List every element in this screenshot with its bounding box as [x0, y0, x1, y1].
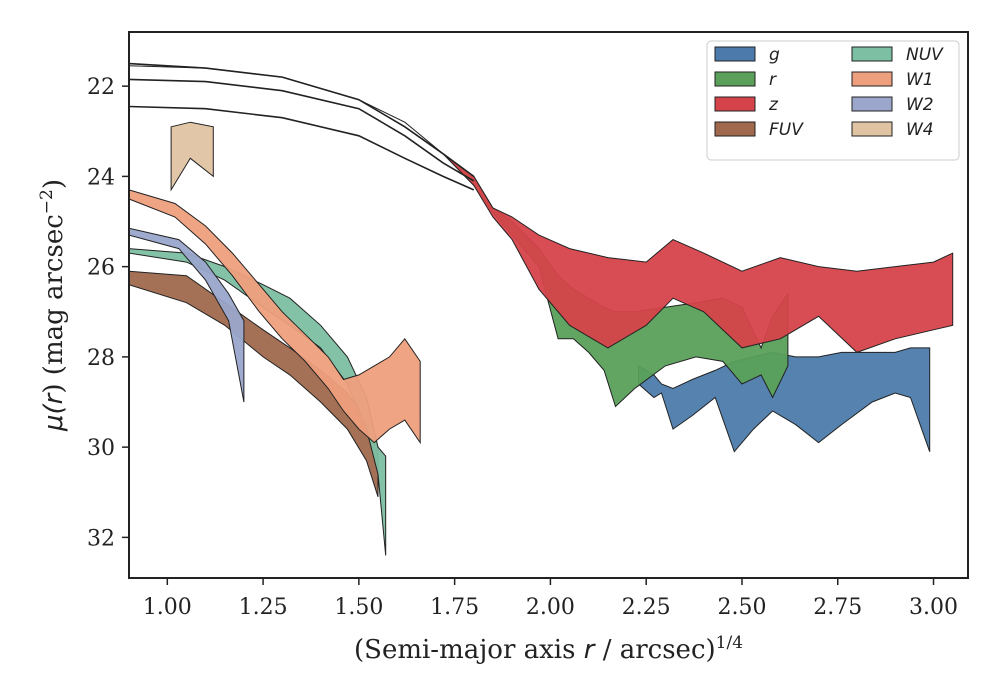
band-w1	[128, 189, 421, 445]
y-tick-label: 30	[87, 436, 115, 461]
y-tick-label: 28	[87, 346, 115, 371]
x-tick-label: 3.00	[909, 595, 958, 620]
y-axis-label: μ(r) (mag arcsec−2)	[37, 179, 69, 432]
legend-label-z: z	[768, 95, 779, 115]
legend-label-nuv: NUV	[906, 45, 944, 65]
x-tick-label: 2.50	[717, 595, 766, 620]
y-tick-label: 22	[87, 75, 115, 100]
legend-box	[706, 40, 960, 161]
legend-label-fuv: FUV	[769, 120, 804, 140]
band-w4	[170, 121, 214, 192]
legend-label-w2: W2	[906, 95, 934, 115]
legend-swatch-w1	[851, 71, 893, 87]
legend-swatch-g	[714, 46, 756, 62]
x-tick-label: 2.75	[813, 595, 862, 620]
legend-label-g: g	[769, 45, 780, 65]
legend-swatch-r	[714, 71, 756, 87]
bands-layer	[128, 63, 954, 556]
legend-swatch-fuv	[714, 121, 756, 137]
y-tick-label: 24	[87, 165, 115, 190]
band-g	[638, 347, 931, 453]
band-z	[128, 63, 954, 353]
model-line-middle	[128, 78, 475, 182]
y-tick-label: 32	[87, 526, 115, 551]
legend-label-w1: W1	[906, 70, 934, 90]
plot-frame	[128, 31, 969, 579]
model-lines-layer	[128, 62, 475, 191]
x-tick-label: 2.25	[622, 595, 671, 620]
y-axis-ticks: 22 24 26 28 30 32	[87, 75, 129, 551]
legend-swatch-w4	[851, 121, 893, 137]
y-tick-label: 26	[87, 256, 115, 281]
x-axis-label: (Semi-major axis r / arcsec)1/4	[354, 633, 743, 665]
legend: grz FUV NUV W1 W2 W4	[706, 40, 960, 161]
legend-label-r: r	[769, 70, 777, 90]
x-axis-ticks: 1.00 1.25 1.50 1.75 2.00 2.25 2.50 2.75 3.00	[143, 578, 958, 620]
x-tick-label: 1.25	[239, 595, 288, 620]
band-nuv	[128, 248, 387, 556]
x-tick-label: 2.00	[526, 595, 575, 620]
legend-swatch-w2	[851, 96, 893, 112]
band-r	[128, 65, 789, 408]
x-tick-label: 1.75	[430, 595, 479, 620]
x-tick-label: 1.00	[143, 595, 192, 620]
legend-swatch-nuv	[851, 46, 893, 62]
x-tick-label: 1.50	[334, 595, 383, 620]
model-line-upper	[128, 62, 475, 178]
band-w2	[128, 227, 245, 403]
legend-swatch-z	[714, 96, 756, 112]
model-line-lower	[128, 105, 475, 191]
legend-label-w4: W4	[906, 120, 934, 140]
